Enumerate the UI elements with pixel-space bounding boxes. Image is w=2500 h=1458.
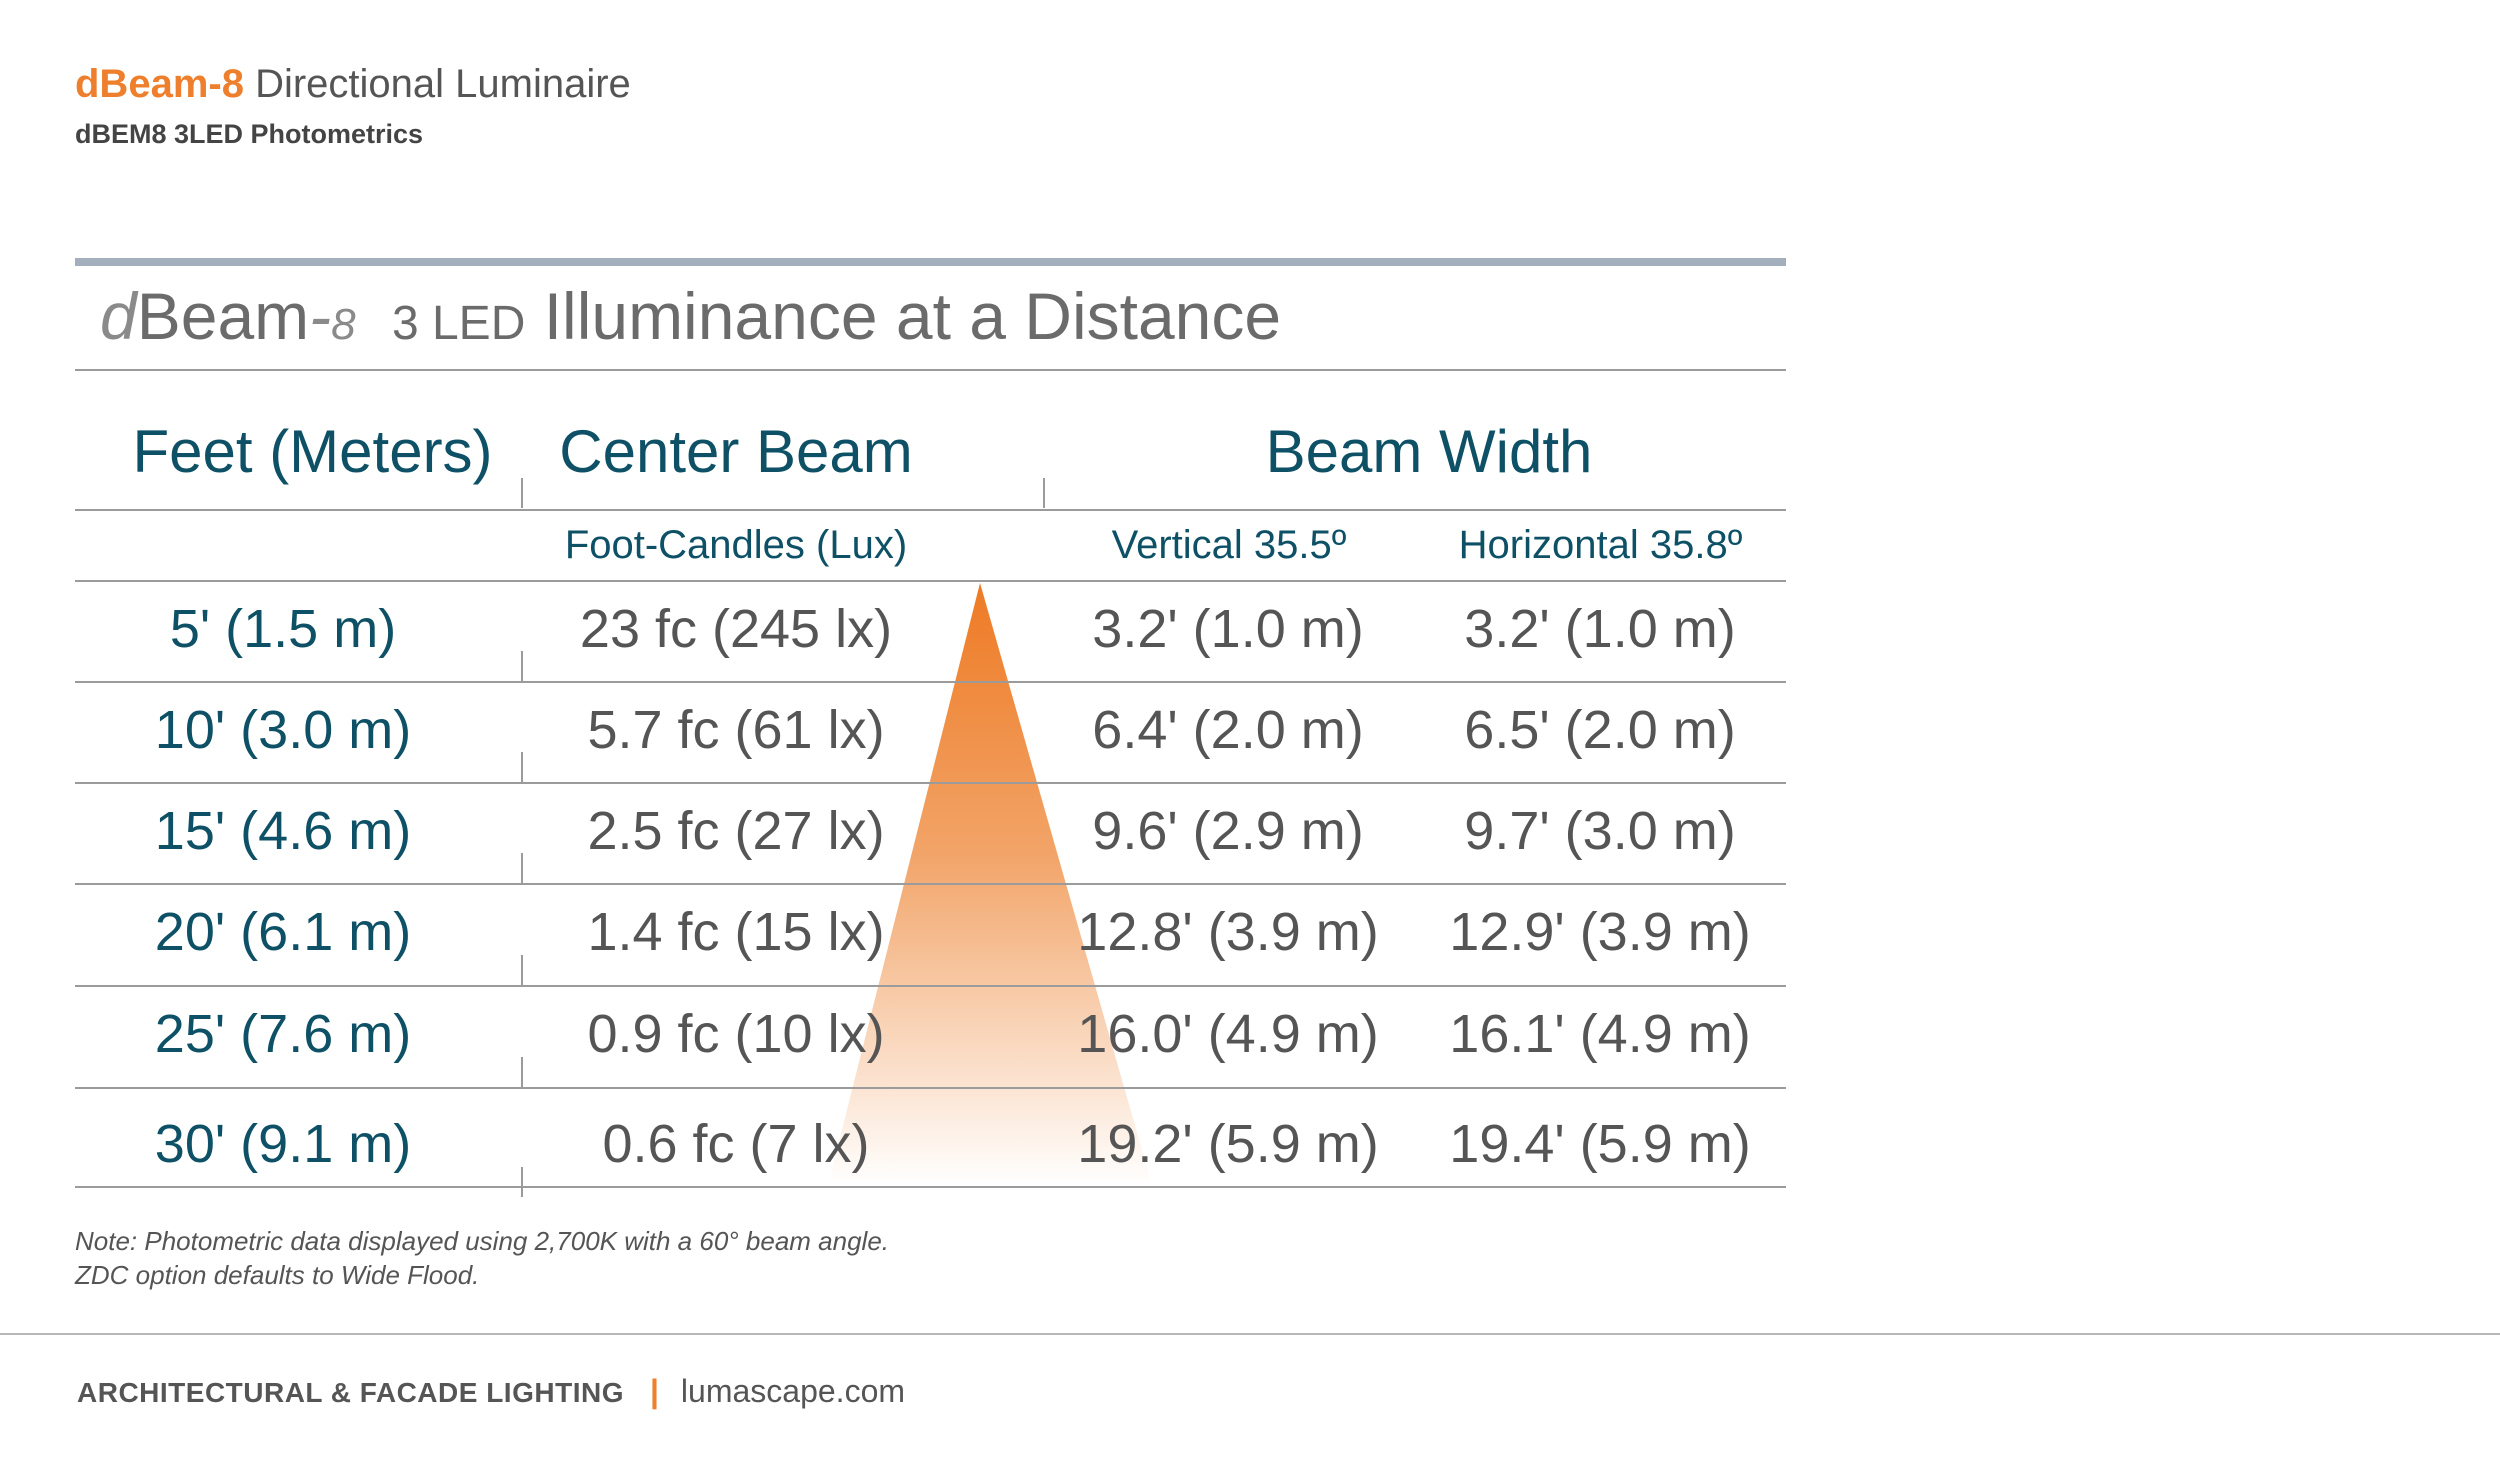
row-divider-tick (521, 955, 523, 985)
row-divider-tick (521, 1167, 523, 1197)
col-header-distance: Feet (Meters) (132, 418, 493, 485)
subheader-rule (75, 580, 1786, 582)
table-cell-vertical: 19.2' (5.9 m) (1077, 1114, 1379, 1174)
row-rule (75, 883, 1786, 885)
row-divider-tick (521, 651, 523, 681)
table-cell-horizontal: 9.7' (3.0 m) (1464, 801, 1736, 861)
row-rule (75, 782, 1786, 784)
table-top-rule (75, 258, 1786, 266)
title-divider (75, 369, 1786, 371)
subheader-footcandles: Foot-Candles (Lux) (564, 523, 908, 567)
product-name: Directional Luminaire (255, 62, 631, 106)
row-rule (75, 681, 1786, 683)
title-d: d (100, 279, 137, 353)
table-cell-center-beam: 5.7 fc (61 lx) (587, 700, 885, 760)
col-header-beam-width: Beam Width (1265, 418, 1593, 485)
row-divider-tick (521, 853, 523, 883)
footer-website-link[interactable]: lumascape.com (680, 1373, 906, 1409)
footnote: Note: Photometric data displayed using 2… (75, 1224, 889, 1292)
footer-rule (0, 1333, 2500, 1335)
table-cell-vertical: 16.0' (4.9 m) (1077, 1004, 1379, 1064)
table-cell-distance: 20' (6.1 m) (154, 902, 412, 962)
table-cell-vertical: 9.6' (2.9 m) (1092, 801, 1364, 861)
table-cell-center-beam: 0.9 fc (10 lx) (587, 1004, 885, 1064)
header-divider-tick (1043, 478, 1045, 508)
row-rule (75, 1087, 1786, 1089)
table-cell-horizontal: 3.2' (1.0 m) (1464, 599, 1736, 659)
brand-name: dBeam-8 (75, 62, 244, 106)
table-cell-vertical: 6.4' (2.0 m) (1092, 700, 1364, 760)
document-subtitle: dBEM8 3LED Photometrics (75, 119, 424, 149)
table-cell-vertical: 3.2' (1.0 m) (1092, 599, 1364, 659)
footer-separator: | (649, 1373, 659, 1409)
table-cell-center-beam: 1.4 fc (15 lx) (587, 902, 885, 962)
table-cell-horizontal: 12.9' (3.9 m) (1449, 902, 1751, 962)
subheader-horizontal: Horizontal 35.8º (1458, 523, 1743, 567)
title-beam: Beam (136, 279, 310, 353)
header-rule (75, 509, 1786, 511)
table-cell-vertical: 12.8' (3.9 m) (1077, 902, 1379, 962)
table-cell-horizontal: 6.5' (2.0 m) (1464, 700, 1736, 760)
table-cell-distance: 15' (4.6 m) (154, 801, 412, 861)
row-rule (75, 985, 1786, 987)
footnote-line-2: ZDC option defaults to Wide Flood. (75, 1260, 480, 1290)
title-rest: Illuminance at a Distance (543, 279, 1282, 353)
table-cell-center-beam: 2.5 fc (27 lx) (587, 801, 885, 861)
footnote-line-1: Note: Photometric data displayed using 2… (75, 1226, 890, 1256)
table-cell-horizontal: 16.1' (4.9 m) (1449, 1004, 1751, 1064)
footer-firm: ARCHITECTURAL & FACADE LIGHTING (77, 1377, 624, 1408)
footer: ARCHITECTURAL & FACADE LIGHTING | lumascap… (77, 1373, 905, 1410)
title-eight: 8 (331, 300, 356, 349)
row-divider-tick (521, 1057, 523, 1087)
header-divider-tick (521, 478, 523, 508)
table-title: dBeam-8 3 LED Illuminance at a Distance (100, 278, 1281, 354)
title-dash: - (309, 279, 332, 353)
table-cell-center-beam: 23 fc (245 lx) (579, 599, 893, 659)
table-cell-distance: 30' (9.1 m) (154, 1114, 412, 1174)
document-title: dBeam-8 Directional Luminaire (75, 62, 631, 107)
col-header-center-beam: Center Beam (559, 418, 913, 485)
subheader-vertical: Vertical 35.5º (1111, 523, 1347, 567)
table-cell-distance: 25' (7.6 m) (154, 1004, 412, 1064)
table-cell-center-beam: 0.6 fc (7 lx) (602, 1114, 870, 1174)
table-cell-horizontal: 19.4' (5.9 m) (1449, 1114, 1751, 1174)
table-bottom-rule (75, 1186, 1786, 1188)
table-cell-distance: 5' (1.5 m) (169, 599, 397, 659)
title-led: 3 LED (391, 297, 526, 350)
row-divider-tick (521, 752, 523, 782)
table-cell-distance: 10' (3.0 m) (154, 700, 412, 760)
